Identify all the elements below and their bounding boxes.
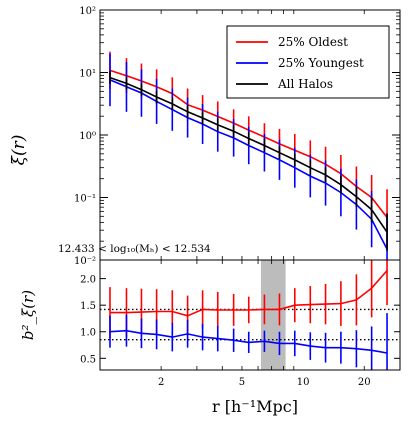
- bottom-y-tick-label: 1.0: [80, 328, 96, 339]
- x-tick-label: 20: [358, 377, 371, 388]
- top-series-layer: [109, 51, 388, 260]
- x-tick-label: 5: [239, 377, 245, 388]
- x-tick-label: 2: [158, 377, 164, 388]
- top-y-ticks: 10⁻² 10⁻¹ 10⁰ 10¹ 10²: [74, 6, 400, 267]
- bottom-y-axis-label: b²_ξ(r): [19, 290, 37, 340]
- top-y-tick-label: 10¹: [79, 69, 96, 80]
- bottom-y-tick-label: 0.5: [80, 354, 96, 365]
- legend: 25% Oldest 25% Youngest All Halos: [226, 25, 390, 99]
- bottom-series-layer: [109, 260, 388, 370]
- top-panel: 10⁻² 10⁻¹ 10⁰ 10¹ 10² 12.433 < log₁₀(Mₕ) < 1…: [9, 6, 401, 267]
- top-y-axis-label: ξ(r): [9, 135, 29, 166]
- bottom-y-ticks: 0.5 1.0 1.5 2.0: [80, 275, 400, 365]
- bottom-axes-frame: [99, 259, 401, 371]
- top-y-tick-label: 10²: [79, 6, 96, 17]
- series-line: [109, 79, 388, 250]
- bottom-panel: 0.5 1.0 1.5 2.0 2 5 10 20 b²_ξ(r) r [h⁻¹Mpc]: [19, 259, 401, 416]
- legend-label: 25% Youngest: [278, 56, 364, 70]
- top-y-tick-label: 10⁻²: [74, 256, 96, 267]
- top-x-ticks: [99, 10, 401, 260]
- bottom-y-tick-label: 2.0: [80, 275, 96, 286]
- bottom-x-ticks: 2 5 10 20: [99, 260, 401, 388]
- top-y-tick-label: 10⁰: [79, 131, 96, 142]
- legend-label: All Halos: [277, 77, 333, 91]
- bottom-y-tick-label: 1.5: [80, 301, 96, 312]
- x-tick-label: 10: [297, 377, 310, 388]
- legend-box: [226, 25, 390, 99]
- mass-range-annotation: 12.433 < log₁₀(Mₕ) < 12.534: [58, 243, 211, 255]
- legend-label: 25% Oldest: [278, 35, 348, 49]
- reference-lines-layer: [100, 308, 400, 341]
- top-y-tick-label: 10⁻¹: [74, 194, 96, 205]
- x-axis-label: r [h⁻¹Mpc]: [212, 397, 298, 416]
